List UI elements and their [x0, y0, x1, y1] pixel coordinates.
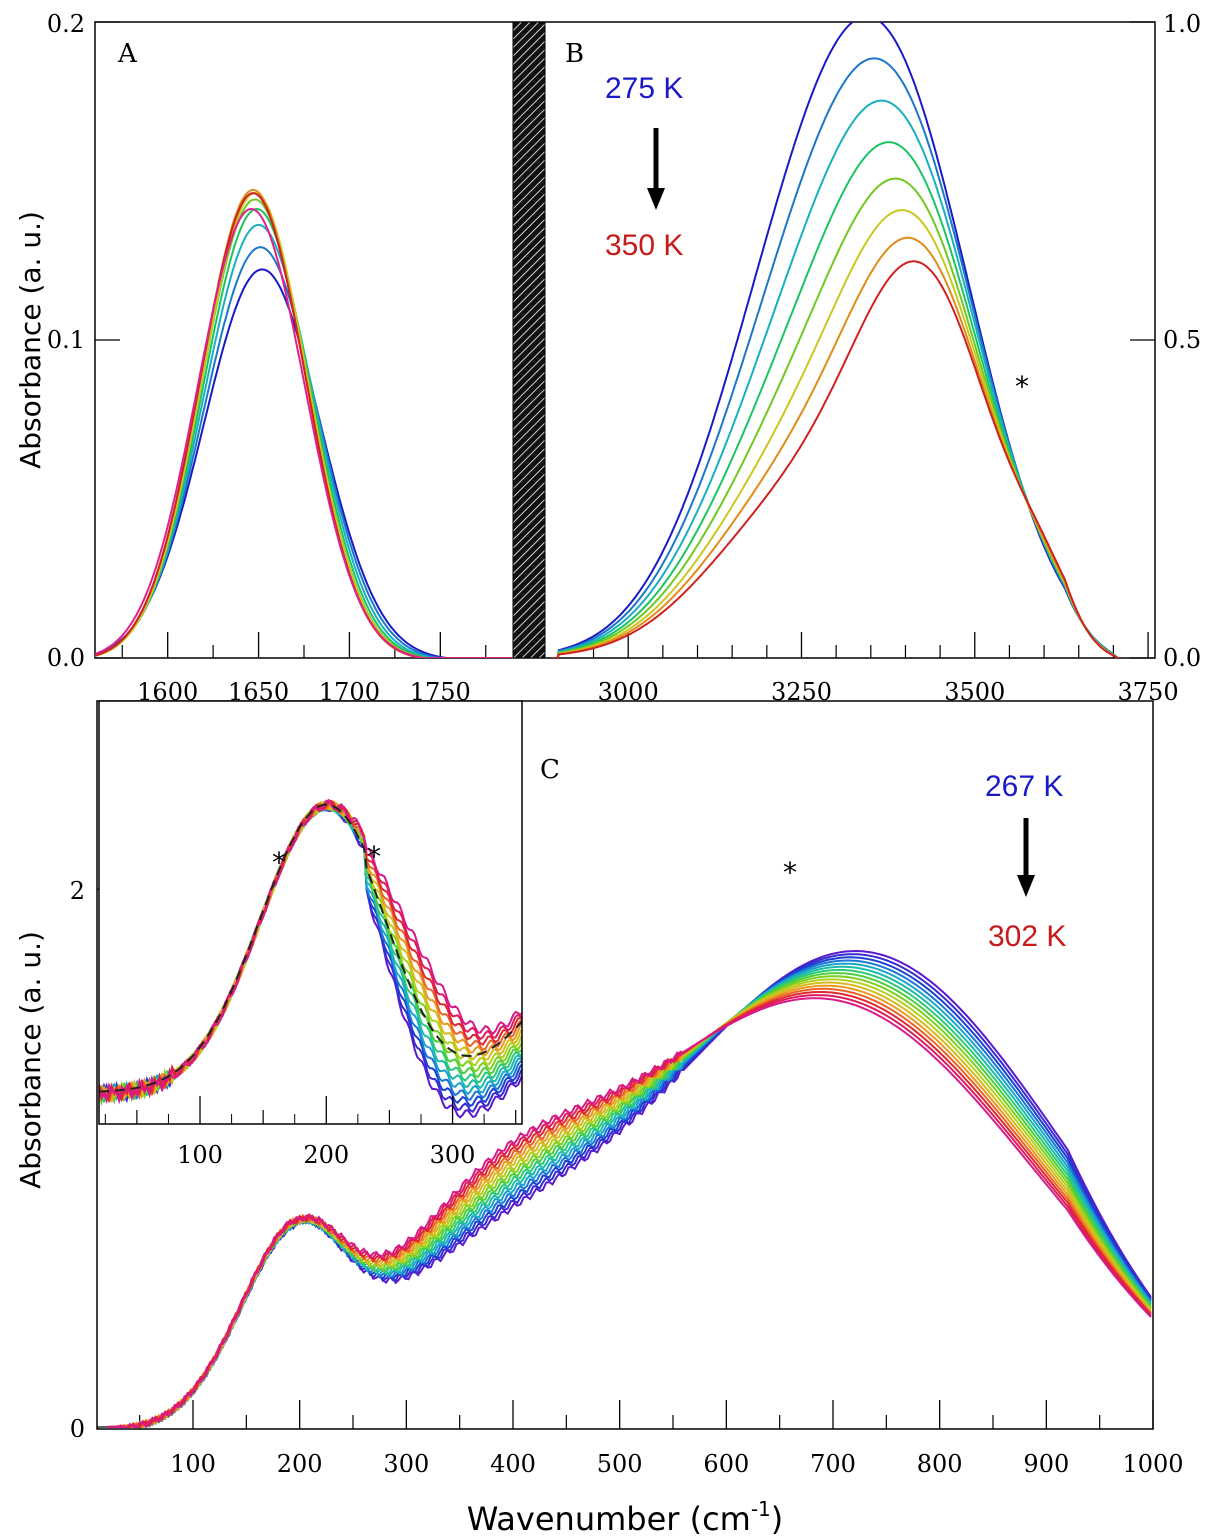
- inset-dashed-fit: [99, 803, 522, 1093]
- panel-c-xtick-label: 400: [490, 1450, 536, 1478]
- panel-a-series-3: [95, 207, 513, 658]
- panel-b-arrow: [647, 128, 665, 210]
- axis-break-hatch: [512, 21, 546, 659]
- panel-b-series-7: [551, 260, 1121, 658]
- panel-b-ytick-label: 0.5: [1163, 326, 1201, 354]
- panel-b-xtick-label: 3500: [944, 678, 1005, 706]
- panel-c-label: C: [540, 755, 560, 785]
- panel-a-ytick-label: 0.2: [47, 10, 85, 38]
- panel-c-xlabel-close: ): [771, 1500, 783, 1537]
- panel-c-xlabel-main: Wavenumber (cm: [467, 1500, 751, 1537]
- panel-c-temp-bottom: 302 K: [988, 920, 1066, 953]
- panel-c-xtick-label: 1000: [1122, 1450, 1183, 1478]
- panel-b-temp-top: 275 K: [605, 72, 683, 105]
- panel-a-ytick-label: 0.0: [47, 644, 85, 672]
- panel-c-xtick-label: 100: [170, 1450, 216, 1478]
- panel-a-label: A: [117, 39, 138, 69]
- panel-b-temp-bottom: 350 K: [605, 229, 683, 262]
- panel-c-isosbestic-star: *: [783, 856, 797, 889]
- inset-star-right: *: [367, 840, 381, 873]
- panel-b-ytick-label: 1.0: [1163, 10, 1201, 38]
- panel-c-xlabel-sup: -1: [751, 1497, 771, 1521]
- panel-b-series-0: [551, 22, 1121, 658]
- panel-b-series-5: [551, 209, 1121, 658]
- panel-b-ytick-label: 0.0: [1163, 644, 1201, 672]
- panel-a-series-5: [95, 192, 513, 658]
- panel-b-xtick-label: 3250: [771, 678, 832, 706]
- panel-a-series-8: [95, 207, 513, 658]
- panel-a-series-2: [95, 223, 513, 658]
- panel-c-temp-top: 267 K: [985, 770, 1063, 803]
- panel-c-ytick-label: 2: [70, 877, 85, 905]
- panel-c-arrow: [1017, 818, 1035, 897]
- panel-c-curves: [107, 949, 1152, 1429]
- inset-xtick-label: 200: [303, 1141, 349, 1169]
- panel-a-curves: [95, 188, 513, 658]
- panel-c-ylabel: Absorbance (a. u.): [14, 931, 47, 1189]
- panel-b-ticks: 3000 3250 3500 3750 0.0 0.5 1.0: [592, 10, 1201, 706]
- panel-ab-frame: [94, 21, 1156, 659]
- panel-c-xtick-label: 200: [277, 1450, 323, 1478]
- inset-ticks: 100 200 300: [104, 1096, 517, 1169]
- panel-c-xtick-label: 800: [917, 1450, 963, 1478]
- panel-a-series-1: [95, 246, 513, 658]
- panel-c-xtick-label: 300: [383, 1450, 429, 1478]
- panel-c-xtick-label: 500: [597, 1450, 643, 1478]
- panel-c-ytick-label: 0: [70, 1415, 85, 1443]
- panel-b-xtick-label: 3000: [598, 678, 659, 706]
- inset-star-left: *: [272, 846, 286, 879]
- panel-c-xlabel: Wavenumber (cm-1): [467, 1497, 784, 1537]
- panel-c-xtick-label: 600: [703, 1450, 749, 1478]
- panel-c: 100 200 300 400 500 600 700 800 900 1000 0 2 C 267 …: [14, 700, 1184, 1537]
- panel-b-series-3: [551, 141, 1121, 658]
- panel-a-series-0: [95, 268, 513, 658]
- panel-b-label: B: [565, 39, 584, 69]
- panel-b-series-1: [551, 57, 1121, 658]
- panel-c-series-15: [107, 997, 1152, 1429]
- inset-background: [99, 701, 522, 1124]
- inset-curves: [99, 798, 522, 1119]
- panel-a-series-7: [95, 192, 513, 658]
- panel-c-xtick-label: 900: [1023, 1450, 1069, 1478]
- panel-c-xtick-label: 700: [810, 1450, 856, 1478]
- inset-xtick-label: 300: [430, 1141, 476, 1169]
- panel-b-xtick-label: 3750: [1118, 678, 1179, 706]
- inset-border: [98, 700, 523, 1125]
- panel-c-border: [96, 700, 1154, 1430]
- panel-b-isosbestic-star: *: [1015, 370, 1029, 403]
- panel-a-series-4: [95, 198, 513, 658]
- panel-a-series-6: [95, 188, 513, 658]
- inset-xtick-label: 100: [177, 1141, 223, 1169]
- panel-a-ytick-label: 0.1: [47, 326, 85, 354]
- panel-ab-border: [94, 21, 1156, 659]
- inset-series-15: [99, 799, 522, 1105]
- panel-b-curves: [551, 22, 1121, 658]
- panel-c-ticks: 100 200 300 400 500 600 700 800 900 1000 0 2: [70, 877, 1184, 1478]
- panel-ab-ylabel: Absorbance (a. u.): [14, 211, 47, 469]
- panel-c-inset: 100 200 300 * *: [98, 700, 523, 1169]
